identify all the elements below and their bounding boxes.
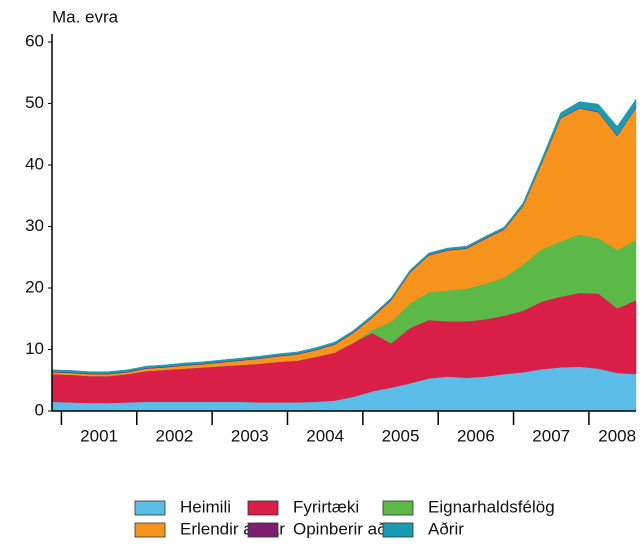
x-tick-label: 2006 [457,426,495,445]
y-tick-label: 20 [25,277,44,296]
x-tick-label: 2002 [156,426,194,445]
axes-and-legend: 0 10 20 30 40 50 60 2001 2002 2003 2004 2005 2006 200… [25,31,636,538]
legend-swatch [382,522,414,538]
x-tick-label: 2001 [80,426,118,445]
x-tick-label: 2007 [532,426,570,445]
y-tick-label: 40 [25,154,44,173]
y-tick-label: 50 [25,93,44,112]
legend-label: Eignarhaldsfélög [428,497,555,516]
x-tick-label: 2004 [306,426,344,445]
x-tick-label: 2005 [382,426,420,445]
y-tick-label: 30 [25,216,44,235]
x-tick-label: 2008 [598,426,636,445]
areas [51,98,637,412]
y-tick-label: 0 [35,400,44,419]
legend-swatch [382,500,414,516]
legend-label: Opinberir aðilar [293,519,410,538]
legend-swatch [134,500,166,516]
legend-swatch [247,500,279,516]
x-tick-label: 2003 [231,426,269,445]
legend-swatch [247,522,279,538]
legend-swatch [134,522,166,538]
legend-label: Aðrir [428,519,464,538]
y-axis-title: Ma. evra [52,7,119,26]
y-tick-label: 60 [25,31,44,50]
area [51,98,637,374]
y-tick-label: 10 [25,339,44,358]
legend-label: Heimili [180,497,231,516]
legend-label: Fyrirtæki [293,497,359,516]
